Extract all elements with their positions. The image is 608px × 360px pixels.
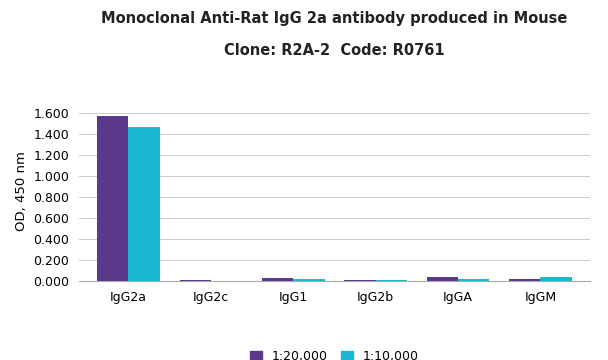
Y-axis label: OD, 450 nm: OD, 450 nm xyxy=(15,151,28,231)
Bar xyxy=(128,127,160,281)
Bar xyxy=(97,116,128,281)
Bar xyxy=(376,280,407,281)
Text: Monoclonal Anti-Rat IgG 2a antibody produced in Mouse: Monoclonal Anti-Rat IgG 2a antibody prod… xyxy=(101,11,568,26)
Bar xyxy=(541,277,572,281)
Bar xyxy=(458,279,489,281)
Bar xyxy=(262,279,293,281)
Text: Clone: R2A-2  Code: R0761: Clone: R2A-2 Code: R0761 xyxy=(224,43,444,58)
Bar xyxy=(427,278,458,281)
Bar xyxy=(509,279,541,281)
Legend: 1:20,000, 1:10,000: 1:20,000, 1:10,000 xyxy=(244,345,424,360)
Bar xyxy=(293,279,325,281)
